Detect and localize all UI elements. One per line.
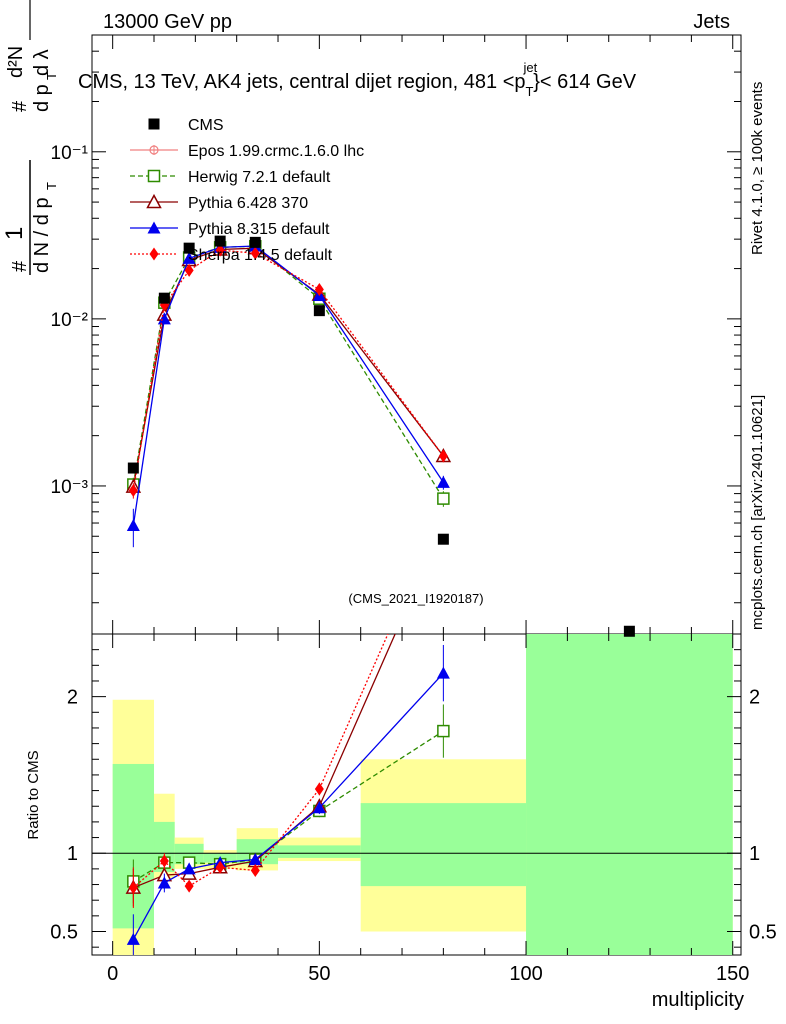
series-point xyxy=(157,312,171,325)
cms-data-point xyxy=(214,235,226,247)
legend-label: Pythia 6.428 370 xyxy=(188,195,308,212)
svg-text:d N / d p: d N / d p xyxy=(31,197,53,273)
svg-text:d p: d p xyxy=(31,84,53,112)
cms-data-point xyxy=(437,533,449,545)
header-left: 13000 GeV pp xyxy=(103,11,232,33)
y-tick-label: 10⁻² xyxy=(51,310,89,331)
legend-label: CMS xyxy=(188,117,224,134)
band-green-5 xyxy=(278,845,361,858)
series-point xyxy=(182,251,196,264)
svg-text:d λ: d λ xyxy=(31,49,53,76)
cms-data-point xyxy=(313,305,325,317)
series-point xyxy=(126,518,140,531)
ratio-point xyxy=(312,801,326,814)
cms-data-point xyxy=(249,236,261,248)
x-tick-label: 150 xyxy=(716,963,749,985)
ratio-y-tick-label: 0.5 xyxy=(50,922,78,944)
legend-label: Pythia 8.315 default xyxy=(188,221,330,238)
legend-marker xyxy=(149,145,159,155)
band-green-2 xyxy=(174,843,204,865)
main-ylabel: # 1 d N / d p T # d²N d p T d λ xyxy=(1,0,59,275)
legend-marker xyxy=(149,247,159,261)
legend: CMS Epos 1.99.crmc.1.6.0 lhc Herwig 7.2.1 … xyxy=(130,117,364,264)
cms-data-point xyxy=(158,292,170,304)
analysis-tag: (CMS_2021_I1920187) xyxy=(348,591,483,606)
y-tick-label: 10⁻¹ xyxy=(51,143,89,164)
ratio-point xyxy=(159,854,169,868)
cms-data-point xyxy=(127,462,139,474)
rivet-label: Rivet 4.1.0, ≥ 100k events xyxy=(749,82,766,255)
series-line xyxy=(132,245,444,526)
svg-text:1: 1 xyxy=(1,227,28,240)
band-green-6 xyxy=(360,803,527,887)
band-green-7 xyxy=(526,634,733,955)
x-tick-label: 100 xyxy=(509,963,542,985)
y-tick-label: 10⁻³ xyxy=(51,477,89,498)
legend-marker xyxy=(147,169,161,183)
cms-data-point xyxy=(623,625,635,637)
series-point xyxy=(250,246,260,260)
ratio-point xyxy=(184,879,194,893)
x-tick-label: 50 xyxy=(308,963,330,985)
ratio-y-tick-label: 1 xyxy=(67,843,78,865)
ratio-y-tick-label: 2 xyxy=(67,687,78,709)
ratio-point xyxy=(126,932,140,945)
ratio-y-tick-label-right: 0.5 xyxy=(749,922,777,944)
svg-text:#: # xyxy=(9,260,31,272)
plot-title-sup: jet xyxy=(522,60,537,75)
series-point xyxy=(184,263,194,277)
series-point xyxy=(437,492,450,505)
legend-label: Sherpa 1.4.5 default xyxy=(188,247,333,264)
series-point xyxy=(314,282,324,296)
series-point xyxy=(438,449,448,463)
svg-text:d²N: d²N xyxy=(5,46,27,78)
series-line xyxy=(132,245,444,499)
plot-title-end: }< 614 GeV xyxy=(533,71,637,93)
ratio-point xyxy=(157,876,171,889)
series-point xyxy=(128,483,138,497)
ratio-point xyxy=(248,852,262,865)
ratio-panel-frame xyxy=(91,633,742,956)
ratio-y-tick-label-right: 1 xyxy=(749,843,760,865)
legend-marker xyxy=(146,193,162,209)
ratio-marks xyxy=(125,518,450,955)
series-line xyxy=(132,249,444,491)
plot-title: CMS, 13 TeV, AK4 jets, central dijet reg… xyxy=(78,60,637,99)
legend-label: Epos 1.99.crmc.1.6.0 lhc xyxy=(188,143,364,160)
svg-text:T: T xyxy=(44,182,59,190)
header-right: Jets xyxy=(693,11,730,33)
mcplots-label: mcplots.cern.ch [arXiv:2401.10621] xyxy=(749,395,766,630)
ratio-point xyxy=(182,862,196,875)
ratio-bands xyxy=(112,634,733,955)
ratio-point xyxy=(314,782,324,796)
legend-marker xyxy=(147,221,161,234)
ratio-series-group xyxy=(125,518,450,955)
ratio-point xyxy=(215,860,225,874)
plot-title-main: CMS, 13 TeV, AK4 jets, central dijet reg… xyxy=(78,71,526,93)
svg-text:#: # xyxy=(9,100,31,112)
ratio-point xyxy=(437,518,450,530)
ratio-point xyxy=(250,863,260,877)
plot-title-sub: T xyxy=(526,84,534,99)
svg-text:T: T xyxy=(44,72,59,80)
ratio-point xyxy=(436,666,450,679)
main-axes: 10⁻³ 10⁻² 10⁻¹ xyxy=(51,34,741,634)
ratio-y-tick-label-right: 2 xyxy=(749,687,760,709)
series-point xyxy=(436,475,450,488)
x-tick-label: 0 xyxy=(107,963,118,985)
x-axis-label: multiplicity xyxy=(652,989,744,1011)
cms-data-point xyxy=(183,242,195,254)
ratio-point xyxy=(128,881,138,895)
legend-label: Herwig 7.2.1 default xyxy=(188,169,331,186)
ratio-axes: 0.5 0.5 1 1 2 2 0 50 100 150 xyxy=(50,634,777,985)
ratio-ylabel: Ratio to CMS xyxy=(25,750,42,839)
series-line xyxy=(132,247,444,487)
series-point xyxy=(215,243,225,257)
ratio-point xyxy=(437,724,450,738)
main-marks xyxy=(125,235,635,637)
legend-marker xyxy=(148,118,160,130)
